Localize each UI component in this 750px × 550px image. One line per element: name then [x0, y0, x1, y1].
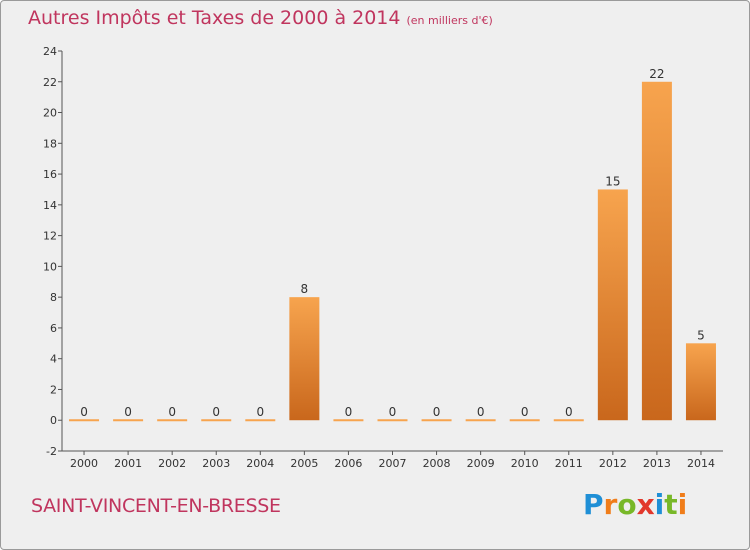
x-tick-label: 2009 [467, 457, 495, 470]
logo-letter: t [664, 488, 677, 521]
y-tick-label: 22 [43, 76, 57, 89]
x-tick-label: 2001 [114, 457, 142, 470]
x-tick-label: 2010 [511, 457, 539, 470]
bar [686, 343, 716, 420]
logo-letter: i [655, 488, 665, 521]
bar [642, 82, 672, 420]
data-label: 0 [212, 405, 220, 419]
data-label: 15 [605, 174, 620, 188]
y-tick-label: 16 [43, 168, 57, 181]
x-tick-label: 2013 [643, 457, 671, 470]
proxiti-logo: Proxiti [583, 488, 687, 521]
data-label: 0 [256, 405, 264, 419]
logo-letter: i [678, 488, 688, 521]
y-tick-label: 0 [50, 414, 57, 427]
x-tick-label: 2000 [70, 457, 98, 470]
bars [69, 82, 716, 420]
logo-letter: x [637, 488, 655, 521]
logo-letter: o [617, 488, 636, 521]
x-tick-label: 2004 [246, 457, 274, 470]
y-tick-label: 8 [50, 291, 57, 304]
y-tick-label: 6 [50, 322, 57, 335]
y-tick-label: 14 [43, 199, 57, 212]
x-tick-label: 2005 [290, 457, 318, 470]
data-label: 0 [433, 405, 441, 419]
data-label: 5 [697, 328, 705, 342]
y-tick-label: 12 [43, 230, 57, 243]
x-tick-label: 2011 [555, 457, 583, 470]
data-label: 0 [521, 405, 529, 419]
y-tick-label: 2 [50, 383, 57, 396]
x-tick-label: 2007 [379, 457, 407, 470]
x-tick-label: 2003 [202, 457, 230, 470]
bar [598, 189, 628, 420]
y-tick-label: -2 [46, 445, 57, 458]
x-tick-label: 2014 [687, 457, 715, 470]
data-label: 0 [168, 405, 176, 419]
data-label: 0 [565, 405, 573, 419]
bar-chart: -20246810121416182022242000 2001 2002 2003 2… [1, 1, 749, 549]
data-label: 0 [477, 405, 485, 419]
x-tick-label: 2008 [423, 457, 451, 470]
y-tick-label: 4 [50, 353, 57, 366]
x-tick-label: 2012 [599, 457, 627, 470]
data-label: 0 [345, 405, 353, 419]
logo-letter: P [583, 488, 604, 521]
y-tick-label: 24 [43, 45, 57, 58]
data-label: 8 [301, 282, 309, 296]
data-label: 22 [649, 67, 664, 81]
bar [289, 297, 319, 420]
data-label: 0 [389, 405, 397, 419]
y-tick-label: 10 [43, 260, 57, 273]
x-tick-label: 2002 [158, 457, 186, 470]
x-tick-label: 2006 [334, 457, 362, 470]
data-label: 0 [124, 405, 132, 419]
y-tick-label: 20 [43, 107, 57, 120]
data-label: 0 [80, 405, 88, 419]
chart-frame: Autres Impôts et Taxes de 2000 à 2014 (en… [0, 0, 750, 550]
logo-letter: r [604, 488, 618, 521]
commune-name: SAINT-VINCENT-EN-BRESSE [31, 495, 281, 517]
y-tick-label: 18 [43, 137, 57, 150]
